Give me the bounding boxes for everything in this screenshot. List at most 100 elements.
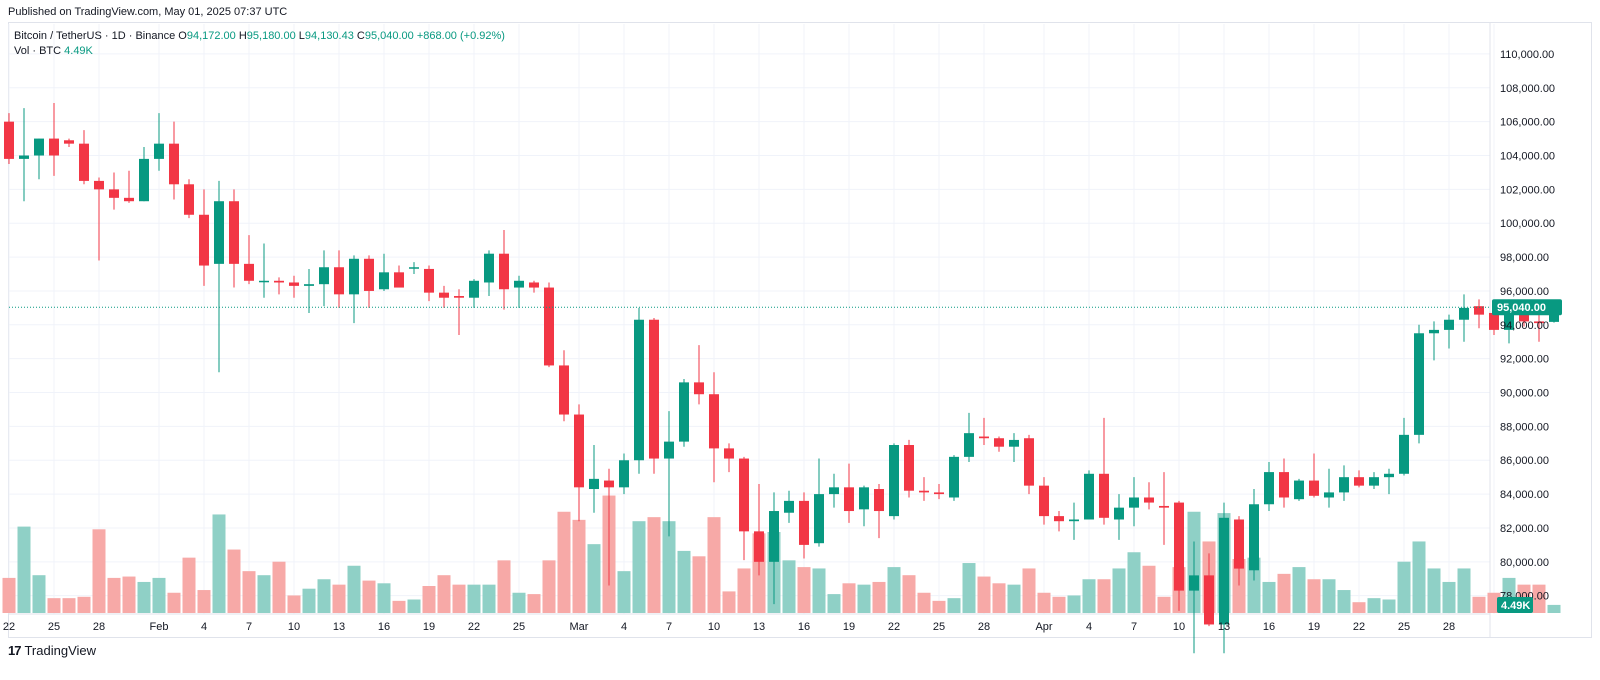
candle-body (1429, 329, 1439, 334)
candle-body (679, 382, 689, 442)
candle-body (169, 143, 179, 185)
volume-bar (662, 521, 676, 613)
volume-bar (1112, 568, 1126, 613)
time-tick-label: 4 (201, 621, 207, 633)
candle-body (454, 296, 464, 298)
candle-body (109, 189, 119, 198)
volume-bar (467, 584, 481, 613)
candle-body (1009, 439, 1019, 447)
volume-bar (1022, 568, 1036, 613)
volume-bar (887, 567, 901, 613)
volume-bar (1127, 552, 1141, 613)
time-tick-label: 7 (246, 621, 252, 633)
volume-bar (857, 584, 871, 613)
volume-bar (647, 517, 661, 613)
candles (4, 103, 1559, 654)
candle-body (484, 253, 494, 283)
volume-label[interactable]: Vol · BTC (14, 45, 62, 57)
time-tick-label: 25 (933, 621, 945, 633)
price-tick-label: 100,000.00 (1500, 218, 1555, 230)
volume-bar (32, 575, 46, 613)
candle-body (544, 287, 554, 366)
candle-body (1384, 473, 1394, 478)
volume-bar (842, 583, 856, 613)
tradingview-brand[interactable]: TradingView (24, 643, 97, 658)
price-axis: 78,000.0080,000.0082,000.0084,000.0086,0… (1492, 49, 1562, 613)
candle-body (1084, 473, 1094, 520)
volume-bar (1262, 581, 1276, 613)
candle-body (829, 487, 839, 495)
candle-body (349, 258, 359, 295)
candle-body (1114, 507, 1124, 520)
time-tick-label: 25 (1398, 621, 1410, 633)
candle-body (769, 511, 779, 562)
candle-body (499, 253, 509, 290)
volume-bar (1397, 561, 1411, 613)
volume-bar (272, 561, 286, 613)
volume-bar (452, 584, 466, 613)
time-tick-label: 10 (708, 621, 720, 633)
candle-body (1234, 519, 1244, 569)
candle-body (439, 292, 449, 298)
candle-body (1099, 473, 1109, 518)
candle-body (1489, 312, 1499, 330)
volume-bar (317, 579, 331, 613)
candle-body (844, 487, 854, 512)
volume-bar (227, 549, 241, 613)
candle-body (919, 490, 929, 493)
ohlc-row: Bitcoin / TetherUS · 1D · Binance O94,17… (14, 29, 505, 44)
candle-body (1159, 505, 1169, 508)
volume-bar (362, 580, 376, 613)
volume-bar (812, 568, 826, 613)
candle-body (1249, 504, 1259, 571)
volume-bar (992, 583, 1006, 613)
close-value: 95,040.00 (364, 30, 414, 42)
candle-body (1414, 333, 1424, 435)
volume-badge-label: 4.49K (1501, 600, 1530, 612)
candle-body (304, 284, 314, 286)
candle-body (559, 365, 569, 415)
volume-bar (1232, 559, 1246, 613)
high-key: H (238, 30, 247, 42)
volume-bar (527, 594, 541, 613)
volume-bar (1007, 584, 1021, 613)
time-tick-label: 13 (1218, 621, 1230, 633)
volume-bar (797, 567, 811, 613)
time-tick-label: 16 (798, 621, 810, 633)
candle-body (889, 445, 899, 517)
volume-bar (182, 557, 196, 613)
time-tick-label: 22 (888, 621, 900, 633)
volume-bar (1247, 557, 1261, 613)
volume-bar (1472, 596, 1486, 613)
candle-body (664, 441, 674, 459)
volume-bar (677, 550, 691, 613)
candle-body (1339, 477, 1349, 493)
candle-body (874, 489, 884, 512)
price-tick-label: 110,000.00 (1500, 49, 1554, 61)
candle-body (1354, 477, 1364, 486)
candle-body (1444, 319, 1454, 330)
time-tick-label: 19 (423, 621, 435, 633)
volume-bar (47, 598, 61, 613)
candle-body (1279, 472, 1289, 498)
volume-bar (17, 526, 31, 613)
volume-bar (62, 598, 76, 613)
candle-body (814, 494, 824, 544)
volume-bar (1067, 595, 1081, 613)
symbol-title[interactable]: Bitcoin / TetherUS · 1D · Binance (14, 30, 176, 42)
candle-body (1324, 492, 1334, 498)
time-tick-label: 10 (288, 621, 300, 633)
volume-value: 4.49K (64, 45, 93, 57)
time-tick-label: Apr (1035, 621, 1052, 633)
candle-body (799, 500, 809, 545)
candle-body (364, 258, 374, 291)
candle-body (334, 267, 344, 295)
volume-bar (632, 521, 646, 613)
candle-body (94, 180, 104, 190)
open-value: 94,172.00 (186, 30, 236, 42)
volume-bar (587, 544, 601, 613)
candle-body (514, 280, 524, 288)
candle-body (1039, 485, 1049, 517)
time-tick-label: 10 (1173, 621, 1185, 633)
